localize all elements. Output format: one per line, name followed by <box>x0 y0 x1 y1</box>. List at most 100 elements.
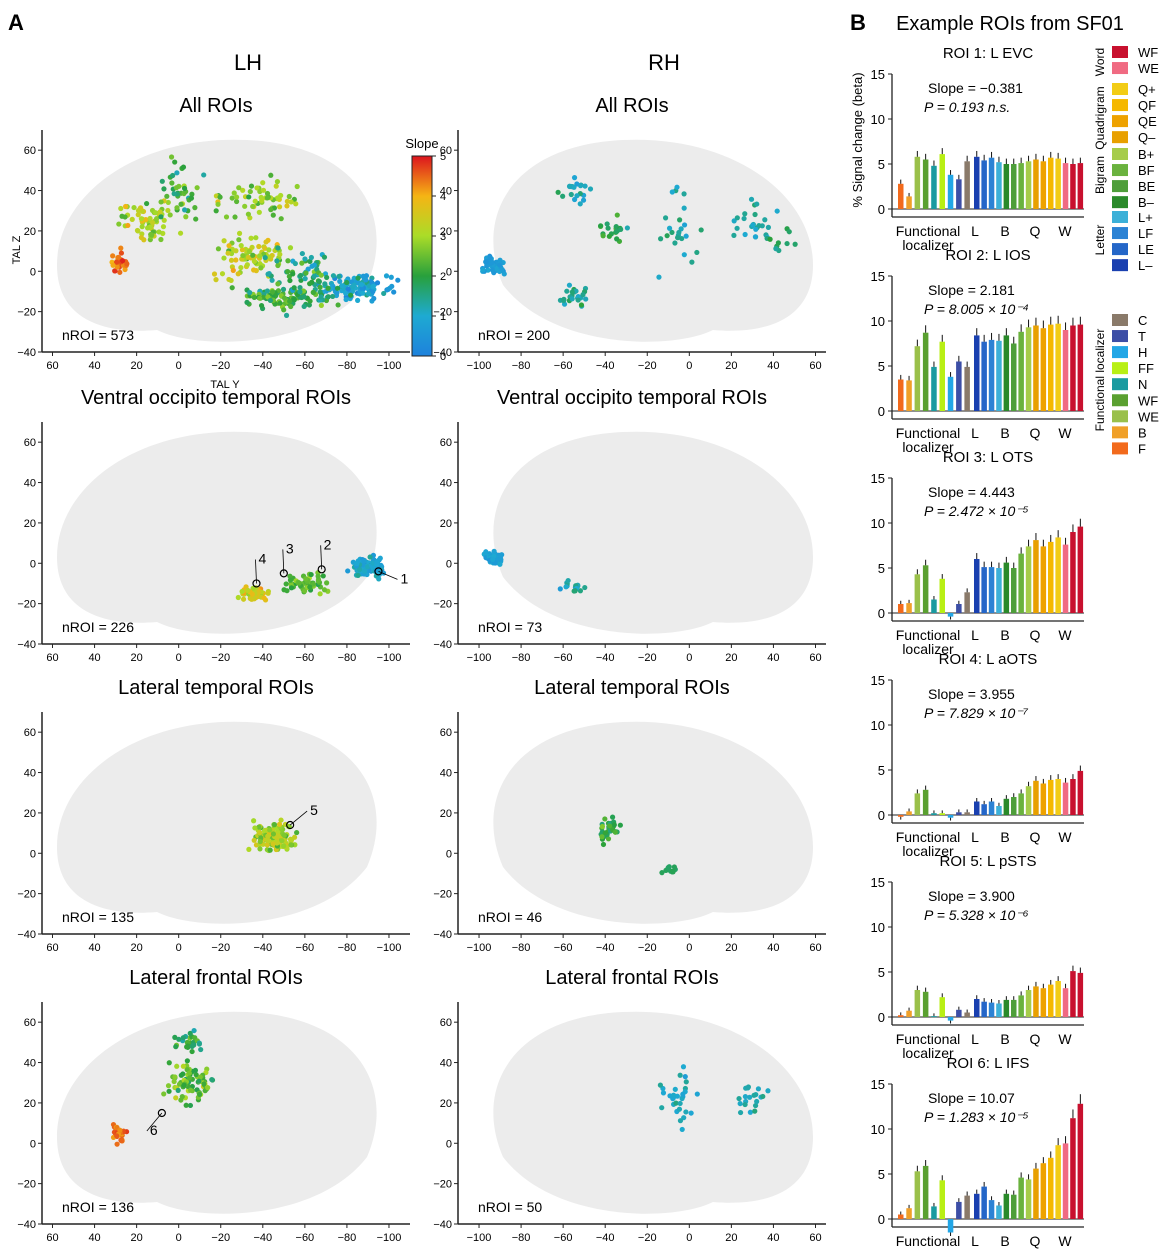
lh-lt-roi-point <box>274 840 280 846</box>
lh-vot-roi-point <box>377 555 383 561</box>
rh-lf-x-tick-label: 0 <box>686 1232 692 1244</box>
rh-all-roi-point <box>487 260 494 266</box>
lh-all-brain-silhouette <box>57 139 377 342</box>
lh-all-roi-point <box>118 205 124 212</box>
rh-lf-x-tick-label: 40 <box>767 1232 779 1244</box>
lh-vot-roi-point <box>287 573 293 579</box>
lh-all-roi-point <box>232 214 238 220</box>
lh-all-roi-point <box>355 297 361 303</box>
roi5-y-tick-label: 0 <box>878 1010 885 1025</box>
rh-all-roi-point <box>480 267 486 273</box>
lh-all-roi-point <box>337 278 343 284</box>
legend-label: C <box>1138 313 1147 328</box>
rh-lt-x-tick-label: −60 <box>554 942 573 954</box>
lh-vot-x-tick-label: −20 <box>211 652 230 664</box>
lh-vot-roi-point <box>249 591 255 597</box>
roi4-bar <box>922 789 929 815</box>
lh-all-roi-point <box>281 295 288 301</box>
lh-all-roi-point <box>250 203 256 210</box>
roi4-x-group-label: W <box>1058 829 1072 845</box>
legend-label: BE <box>1138 179 1156 194</box>
lh-all-roi-point <box>188 195 195 201</box>
lh-lf-roi-point <box>184 1058 190 1064</box>
roi2-bar <box>1062 330 1069 411</box>
lh-all-roi-point <box>152 210 159 216</box>
lh-lf-y-tick-label: 20 <box>24 1098 36 1110</box>
lh-vot-roi-point <box>320 573 326 579</box>
lh-all-roi-point <box>194 185 200 191</box>
rh-all-roi-point <box>752 234 759 240</box>
rh-all-roi-point <box>754 201 760 207</box>
rh-lf-roi-point <box>679 1095 685 1102</box>
lh-all-roi-point <box>118 245 124 251</box>
roi5-bar <box>974 999 980 1017</box>
lh-vot-x-tick-label: −40 <box>253 652 272 664</box>
lh-all-roi-point <box>213 208 219 214</box>
roi2-bar <box>974 335 980 411</box>
roi4-bar <box>1077 770 1084 815</box>
roi3-bar <box>1003 562 1010 613</box>
lh-vot-y-tick-label: −40 <box>17 639 36 651</box>
roi3-bar <box>1011 568 1017 613</box>
roi5-bar <box>996 1003 1002 1017</box>
roi6-bar <box>1048 1157 1054 1219</box>
lh-all-roi-point <box>395 277 401 283</box>
lh-lf-x-tick-label: 20 <box>131 1232 143 1244</box>
roi5-x-group-label: Q <box>1030 1031 1041 1047</box>
legend-group-loc: Functional localizer <box>1093 329 1107 432</box>
lh-lt-roi-point <box>267 827 273 833</box>
lh-all-roi-point <box>360 273 366 279</box>
rh-all-roi-point <box>750 222 756 228</box>
rh-all-roi-point <box>748 196 755 202</box>
roi5-bar <box>947 1017 954 1021</box>
colorbar-title: Slope <box>405 136 438 151</box>
rh-all-roi-point <box>580 292 586 298</box>
lh-all-roi-point <box>240 187 246 193</box>
lh-all-roi-point <box>311 262 317 268</box>
lh-all-roi-point <box>288 303 294 310</box>
lh-lf-x-tick-label: −20 <box>211 1232 230 1244</box>
lh-all-roi-point <box>251 294 257 300</box>
roi3-title: ROI 3: L OTS <box>943 449 1033 466</box>
colorbar-tick-label: 3 <box>440 231 446 243</box>
lh-lf-x-tick-label: −60 <box>296 1232 315 1244</box>
legend-label: LE <box>1138 242 1154 257</box>
lh-vot-title: Ventral occipito temporal ROIs <box>81 387 351 409</box>
lh-lf-y-tick-label: −40 <box>17 1219 36 1231</box>
lh-all-roi-point <box>283 312 290 318</box>
legend-label: FF <box>1138 361 1154 376</box>
y-axis-title: TAL Z <box>11 235 23 264</box>
lh-all-roi-point <box>299 260 305 266</box>
roi6-bar <box>1018 1177 1024 1219</box>
lh-lf-roi-point <box>118 1138 125 1144</box>
rh-lf-roi-point <box>673 1100 679 1106</box>
lh-vot-callout-line <box>255 559 257 584</box>
rh-all-roi-point <box>499 266 505 273</box>
lh-all-roi-point <box>116 221 122 227</box>
lh-all-roi-point <box>115 254 122 260</box>
lh-all-roi-point <box>217 194 223 200</box>
lh-all-roi-point <box>310 289 317 296</box>
lh-lt-roi-point <box>270 841 276 847</box>
roi6-bar <box>964 1195 970 1219</box>
lh-lf-roi-point <box>191 1042 197 1048</box>
lh-all-y-tick-label: −40 <box>17 347 36 359</box>
lh-all-roi-point <box>292 260 298 267</box>
lh-all-roi-point <box>235 271 241 277</box>
roi6-bar <box>1070 1118 1076 1219</box>
roi2-bar <box>1040 328 1047 411</box>
roi3-y-tick-label: 5 <box>878 561 885 576</box>
rh-all-roi-point <box>569 289 575 295</box>
lh-all-roi-point <box>139 224 145 230</box>
lh-all-roi-point <box>242 203 248 209</box>
roi3-bar <box>939 578 945 613</box>
rh-all-roi-point <box>765 224 772 230</box>
rh-all-roi-point <box>566 183 573 189</box>
lh-lt-roi-point <box>257 846 263 852</box>
rh-all-roi-point <box>774 208 780 214</box>
rh-all-roi-point <box>734 225 740 231</box>
roi2-pvalue: P = 8.005 × 10⁻⁴ <box>924 301 1029 317</box>
roi3-x-group-label: Functional <box>896 627 961 643</box>
lh-all-roi-point <box>274 178 281 185</box>
rh-lf-roi-point <box>657 1082 663 1088</box>
